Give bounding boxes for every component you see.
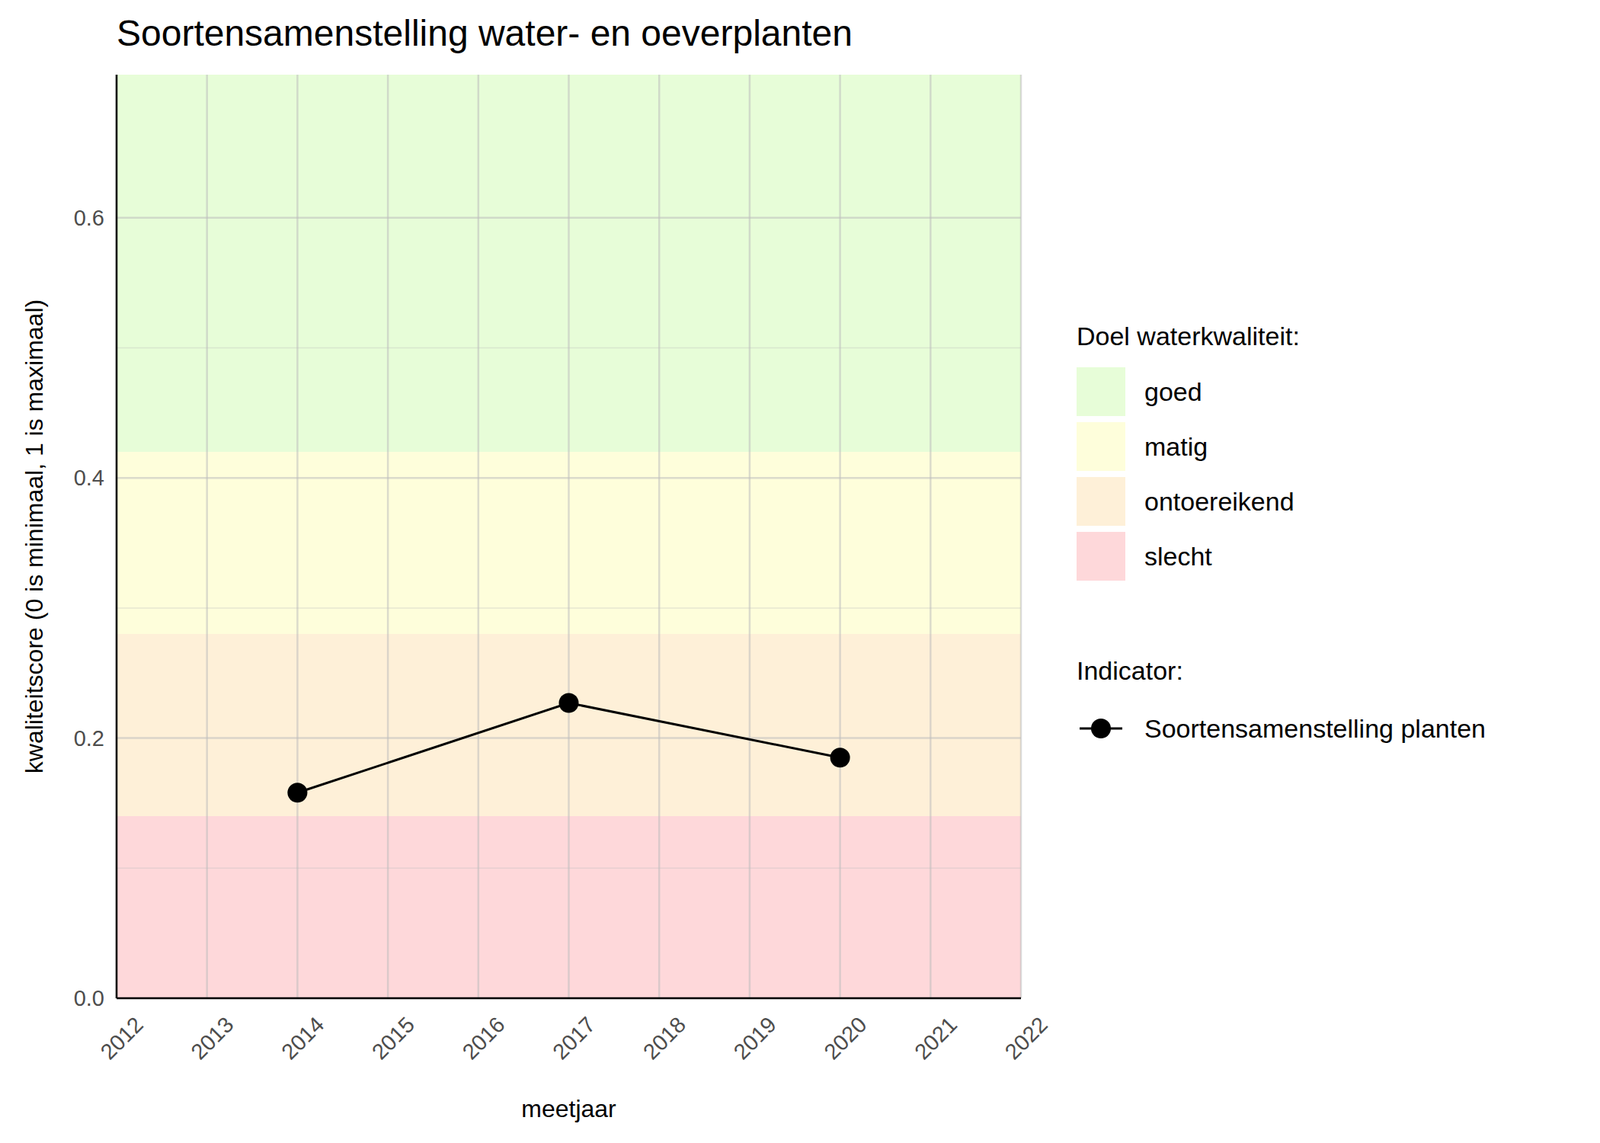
grid-line bbox=[1020, 74, 1023, 999]
y-tick-label: 0.4 bbox=[73, 465, 105, 490]
series-point bbox=[830, 747, 851, 768]
legend-label: Soortensamenstelling planten bbox=[1144, 713, 1486, 743]
chart: 0.0 0.2 0.4 0.6 2012 2013 2014 2015 2016 2017 2018… bbox=[0, 0, 1600, 1143]
legend-key bbox=[1076, 367, 1126, 416]
y-axis-line bbox=[115, 74, 119, 999]
x-axis-line bbox=[116, 997, 1021, 1000]
y-tick-label: 0.6 bbox=[73, 205, 105, 231]
legend-label: goed bbox=[1144, 377, 1203, 407]
grid-line bbox=[748, 74, 752, 999]
grid-line bbox=[838, 74, 842, 999]
bands bbox=[116, 74, 1021, 999]
x-tick-label: 2016 bbox=[457, 1011, 510, 1064]
series bbox=[287, 693, 850, 804]
legend-key bbox=[1076, 531, 1126, 581]
grid-line bbox=[387, 74, 390, 999]
legend-title: Doel waterkwaliteit: bbox=[1076, 321, 1300, 351]
x-tick-label: 2017 bbox=[547, 1011, 600, 1064]
grid-line bbox=[658, 74, 661, 999]
grid bbox=[116, 74, 1021, 999]
x-tick-label: 2018 bbox=[638, 1011, 691, 1064]
y-tick-label: 0.0 bbox=[73, 985, 105, 1011]
y-tick-label: 0.2 bbox=[73, 726, 105, 751]
y-axis-title: kwaliteitscore (0 is minimaal, 1 is maxi… bbox=[20, 299, 48, 774]
legend-key bbox=[1091, 718, 1111, 739]
grid-line bbox=[296, 74, 299, 999]
legend-title: Indicator: bbox=[1076, 656, 1184, 685]
x-tick-label: 2013 bbox=[185, 1011, 238, 1064]
x-tick-label: 2019 bbox=[729, 1011, 781, 1064]
legend-label: matig bbox=[1144, 432, 1208, 461]
grid-line bbox=[567, 74, 570, 999]
grid-line bbox=[205, 74, 208, 999]
legend-label: ontoereikend bbox=[1144, 486, 1295, 516]
x-tick-label: 2022 bbox=[1000, 1011, 1053, 1064]
title: Soortensamenstelling water- en oeverplan… bbox=[116, 12, 853, 54]
x-tick-label: 2020 bbox=[819, 1011, 871, 1064]
x-axis-title: meetjaar bbox=[521, 1094, 617, 1123]
legend-label: slecht bbox=[1144, 541, 1213, 571]
x-tick-label: 2021 bbox=[909, 1011, 962, 1064]
series-line bbox=[297, 703, 840, 794]
legend-key bbox=[1076, 476, 1126, 526]
series-point bbox=[287, 782, 308, 803]
x-tick-label: 2014 bbox=[276, 1011, 329, 1064]
x-tick-label: 2015 bbox=[367, 1011, 420, 1064]
grid-line bbox=[115, 74, 119, 999]
series-point bbox=[559, 693, 580, 714]
grid-line bbox=[929, 74, 932, 999]
legend-key bbox=[1076, 422, 1126, 471]
grid-line bbox=[116, 997, 1021, 1000]
x-tick-label: 2012 bbox=[96, 1011, 148, 1064]
grid-line bbox=[477, 74, 480, 999]
